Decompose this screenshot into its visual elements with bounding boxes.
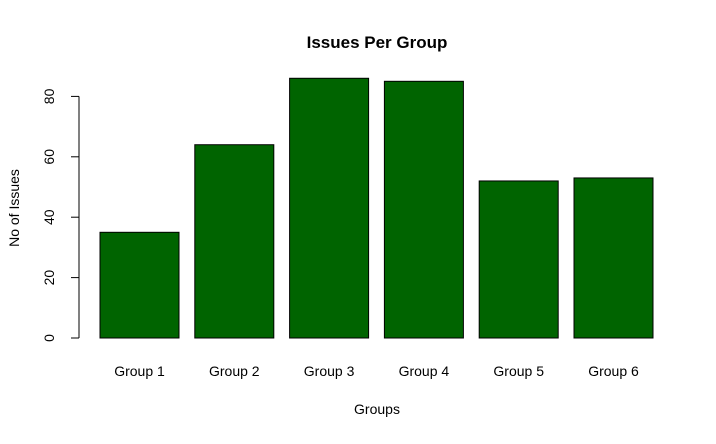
- bar-4: [383, 80, 464, 339]
- y-tick-label-60: 60: [41, 149, 57, 165]
- x-tick-label-3: Group 3: [304, 363, 355, 379]
- y-axis-title: No of Issues: [6, 169, 22, 247]
- x-tick-label-6: Group 6: [588, 363, 639, 379]
- x-tick-labels: Group 1 Group 2 Group 3 Group 4 Group 5 Group…: [114, 363, 639, 379]
- bar-5: [478, 180, 559, 339]
- x-tick-label-4: Group 4: [399, 363, 450, 379]
- bar-6: [573, 177, 654, 339]
- y-tick-label-80: 80: [41, 88, 57, 104]
- x-axis-title: Groups: [354, 401, 400, 417]
- bars-group: [99, 77, 654, 339]
- chart-title: Issues Per Group: [307, 33, 448, 52]
- bar-1: [99, 231, 180, 339]
- x-tick-label-5: Group 5: [493, 363, 544, 379]
- y-tick-label-40: 40: [41, 209, 57, 225]
- x-tick-label-1: Group 1: [114, 363, 165, 379]
- bar-2: [194, 144, 275, 339]
- bar-3: [289, 77, 370, 339]
- y-tick-label-20: 20: [41, 270, 57, 286]
- y-tick-label-0: 0: [41, 334, 57, 342]
- y-axis: 0 20 40 60 80: [41, 88, 80, 342]
- x-tick-label-2: Group 2: [209, 363, 260, 379]
